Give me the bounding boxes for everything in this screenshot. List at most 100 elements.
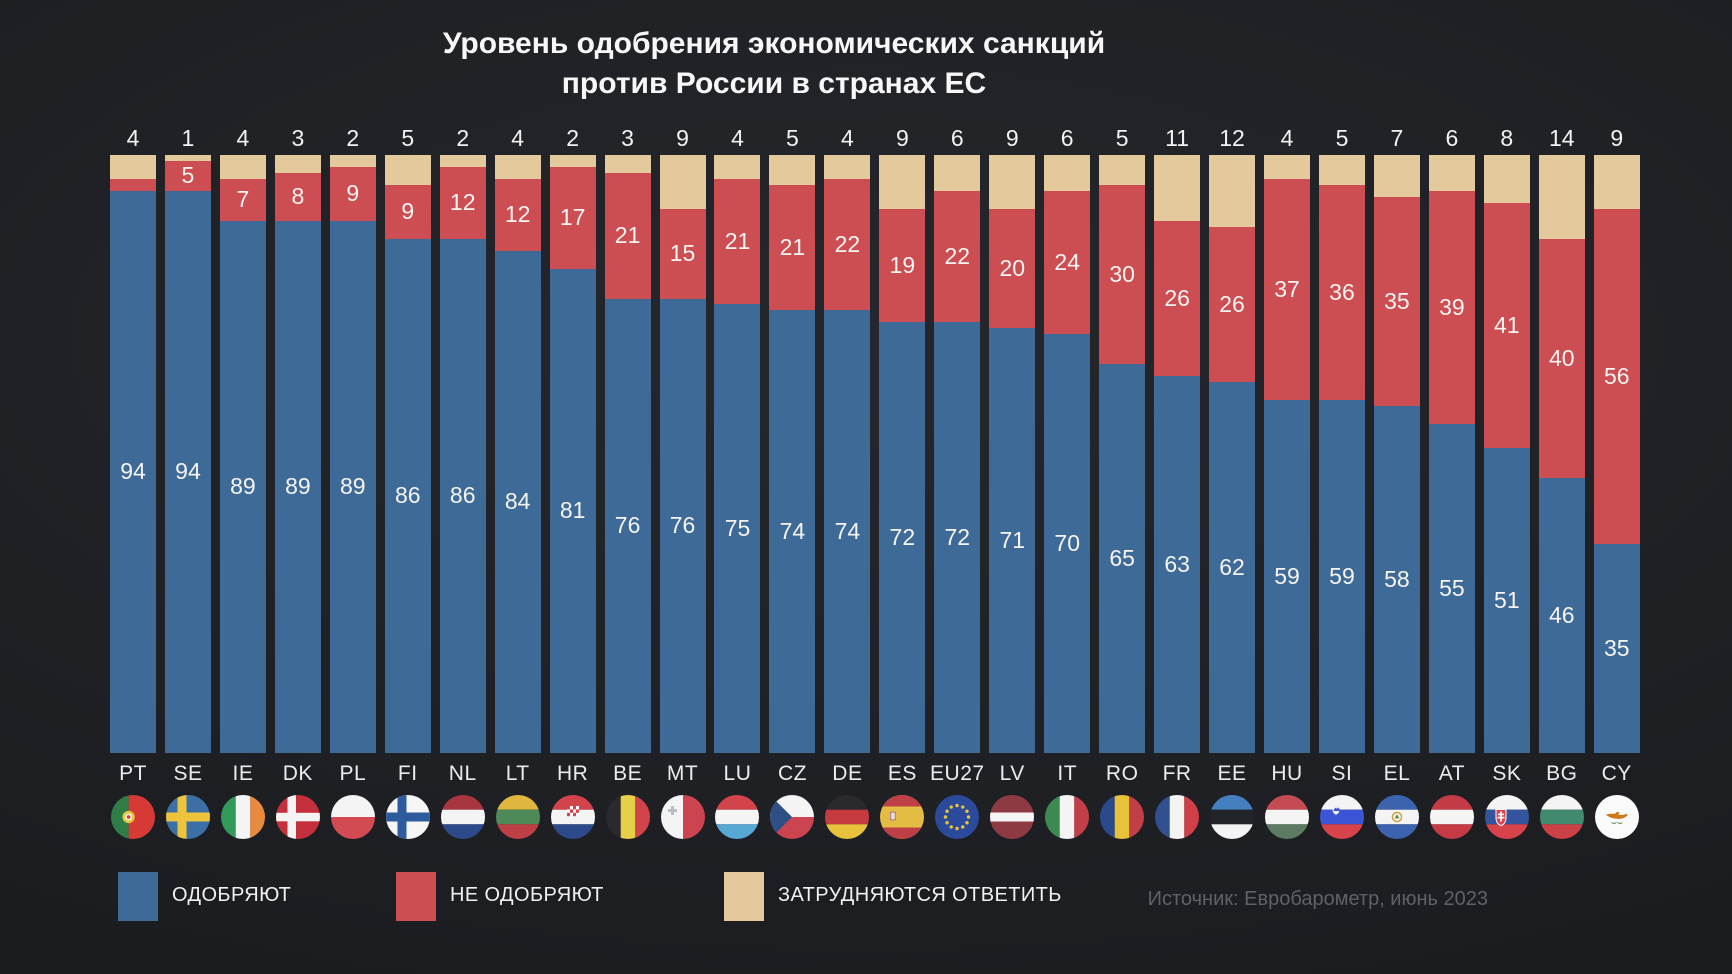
segment-disapprove: 7	[219, 178, 266, 221]
flag-icon-pt	[111, 795, 155, 839]
legend-item-2: ЗАТРУДНЯЮТСЯ ОТВЕТИТЬ	[724, 872, 1062, 921]
segment-dont-know	[1483, 155, 1530, 203]
segment-dont-know	[659, 155, 706, 209]
country-code-label: RO	[1105, 762, 1139, 785]
segment-value-label: 35	[1603, 634, 1630, 661]
legend-swatch-icon	[118, 872, 158, 921]
segment-value-label: 21	[614, 222, 641, 249]
country-code-label: EL	[1383, 762, 1411, 785]
flag-icon-se	[165, 795, 210, 839]
stacked-bar: 15 76	[659, 155, 706, 753]
segment-value-label: 71	[999, 527, 1026, 554]
segment-value-label: 15	[669, 240, 696, 267]
segment-dont-know	[549, 155, 596, 167]
segment-disapprove: 21	[769, 184, 816, 311]
legend-swatch-icon	[396, 872, 436, 921]
segment-value-label: 20	[999, 255, 1026, 282]
country-code-label: DK	[282, 762, 313, 785]
country-code-label: FI	[397, 762, 418, 785]
segment-disapprove: 26	[1209, 226, 1256, 383]
segment-dont-know	[1593, 155, 1640, 209]
dont-know-value-label: 9	[1005, 125, 1019, 151]
flag-icon-ee	[1210, 795, 1255, 839]
bar-column-es: 9 19 72 ES	[879, 124, 926, 839]
segment-disapprove: 40	[1538, 238, 1585, 478]
bar-column-sk: 8 41 51 SK	[1483, 124, 1530, 839]
flag-icon-el	[1374, 795, 1419, 839]
segment-value-label: 94	[120, 458, 146, 485]
segment-value-label: 9	[346, 180, 360, 207]
segment-value-label: 37	[1274, 276, 1300, 303]
flag-icon-ro	[1100, 795, 1145, 839]
country-code-label: EE	[1217, 762, 1247, 785]
country-code-label: IE	[232, 762, 254, 785]
segment-disapprove: 21	[714, 178, 761, 305]
segment-dont-know	[219, 155, 266, 179]
legend-label: ОДОБРЯЮТ	[172, 884, 292, 906]
legend-label: ЗАТРУДНЯЮТСЯ ОТВЕТИТЬ	[778, 884, 1062, 906]
segment-dont-know	[384, 155, 431, 185]
bar-column-ro: 5 30 65 RO	[1099, 124, 1146, 839]
stacked-bar: 41 51	[1483, 155, 1530, 753]
dont-know-value-label: 4	[126, 125, 140, 151]
segment-value-label: 74	[834, 518, 861, 545]
dont-know-value-label: 5	[1335, 125, 1349, 151]
segment-disapprove: 39	[1428, 190, 1475, 425]
segment-dont-know	[604, 155, 651, 173]
segment-disapprove: 56	[1593, 208, 1640, 544]
flag-icon-fi	[385, 795, 430, 839]
bar-column-fi: 5 9 86 FI	[384, 124, 431, 839]
flag-icon-cz	[770, 795, 815, 839]
segment-value-label: 26	[1164, 285, 1190, 311]
bar-column-pl: 2 9 89 PL	[329, 124, 376, 839]
segment-disapprove: 21	[604, 172, 651, 299]
bar-column-el: 7 35 58 EL	[1373, 124, 1420, 839]
segment-value-label: 5	[181, 162, 195, 189]
segment-value-label: 19	[889, 252, 916, 279]
country-code-label: PT	[119, 762, 147, 785]
stacked-bar: 17 81	[549, 155, 596, 753]
segment-dont-know	[824, 155, 871, 179]
bar-column-it: 6 24 70 IT	[1044, 124, 1091, 839]
segment-value-label: 9	[401, 198, 415, 225]
segment-approve: 86	[384, 238, 431, 753]
country-code-label: LT	[505, 762, 530, 785]
flag-icon-fr	[1155, 795, 1200, 839]
stacked-bar: 36 59	[1318, 155, 1365, 753]
segment-disapprove: 20	[989, 208, 1036, 329]
segment-value-label: 89	[285, 473, 311, 500]
flag-icon-nl	[440, 795, 485, 839]
dont-know-value-label: 3	[291, 125, 305, 151]
bar-column-mt: 9 15 76 MT	[659, 124, 706, 839]
stacked-bar: 7 89	[219, 155, 266, 753]
stacked-bar: 12 84	[494, 155, 541, 753]
country-code-label: PL	[339, 762, 367, 785]
bar-column-ie: 4 7 89 IE	[219, 124, 266, 839]
segment-value-label: 41	[1494, 311, 1520, 338]
stacked-bar: 35 58	[1373, 155, 1420, 753]
segment-dont-know	[439, 155, 486, 167]
segment-value-label: 21	[779, 234, 806, 261]
segment-value-label: 74	[779, 518, 806, 545]
segment-value-label: 36	[1329, 279, 1355, 306]
segment-approve: 70	[1044, 334, 1091, 753]
stacked-bar: 22 74	[824, 155, 871, 753]
stacked-bar: 5 94	[164, 155, 211, 753]
stacked-bar: 24 70	[1044, 155, 1091, 753]
stacked-bar: 40 46	[1538, 155, 1585, 753]
dont-know-value-label: 1	[181, 125, 195, 151]
segment-value-label: 22	[834, 231, 861, 258]
dont-know-value-label: 6	[1060, 125, 1074, 151]
segment-dont-know	[1209, 155, 1256, 227]
stacked-bar: 26 63	[1154, 155, 1201, 753]
segment-value-label: 12	[449, 189, 476, 216]
legend-swatch-icon	[724, 872, 764, 921]
dont-know-value-label: 9	[895, 125, 909, 151]
segment-dont-know	[164, 155, 211, 161]
segment-value-label: 39	[1439, 293, 1465, 320]
segment-approve: 74	[769, 310, 816, 753]
dont-know-value-label: 2	[456, 125, 470, 151]
flag-icon-at	[1429, 795, 1474, 839]
bar-column-pt: 4 94 PT	[110, 124, 156, 839]
segment-approve: 72	[879, 322, 926, 753]
